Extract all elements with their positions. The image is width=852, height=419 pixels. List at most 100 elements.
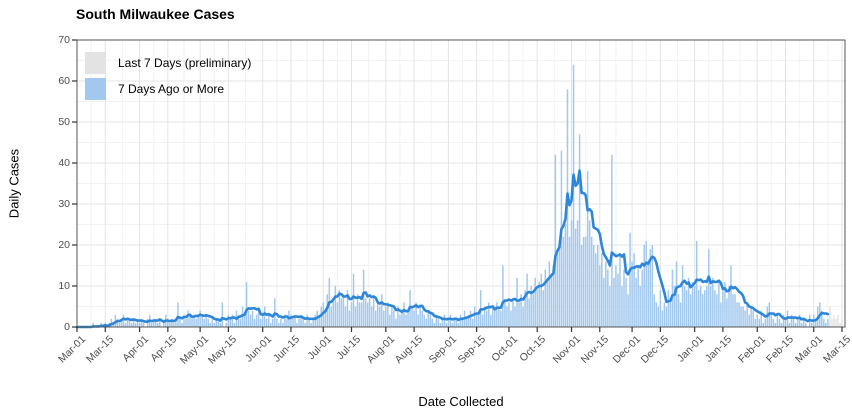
bar-confirmed <box>708 249 710 327</box>
bar-confirmed <box>364 298 367 327</box>
panel-border <box>76 39 846 328</box>
average-line <box>75 169 830 329</box>
bar-confirmed <box>401 310 403 327</box>
bar-confirmed <box>546 277 549 327</box>
bar-confirmed <box>296 322 298 327</box>
bar-confirmed <box>524 290 526 327</box>
bar-confirmed <box>415 302 417 327</box>
bar-confirmed <box>722 290 724 327</box>
bar-confirmed <box>122 314 125 327</box>
bar-confirmed <box>249 314 252 327</box>
bar-confirmed <box>181 322 183 327</box>
bar-confirmed <box>637 265 639 327</box>
bar-confirmed <box>778 318 781 327</box>
bar-confirmed <box>150 322 153 327</box>
bar-confirmed <box>340 298 343 327</box>
bar-confirmed <box>211 318 213 327</box>
bar-confirmed <box>703 290 706 327</box>
bar-confirmed <box>689 294 692 327</box>
bar-confirmed <box>697 290 700 327</box>
bar-confirmed <box>159 318 161 327</box>
bar-confirmed <box>615 265 617 327</box>
bar-confirmed <box>447 318 450 327</box>
bar-confirmed <box>629 232 631 327</box>
bar-confirmed <box>794 322 797 327</box>
bar-confirmed <box>490 314 492 327</box>
bar-confirmed <box>667 290 670 327</box>
bar-confirmed <box>770 314 773 327</box>
bar-confirmed <box>308 318 310 327</box>
bar-confirmed <box>233 322 236 327</box>
bar-confirmed <box>516 277 518 327</box>
bar-confirmed <box>221 302 224 327</box>
bar-confirmed <box>169 322 171 327</box>
bar-confirmed <box>798 314 801 327</box>
bar-confirmed <box>661 310 664 327</box>
bar-confirmed <box>534 277 536 327</box>
bar-confirmed <box>439 322 442 327</box>
bar-confirmed <box>175 318 177 327</box>
bar-confirmed <box>372 298 375 327</box>
bar-confirmed <box>568 236 571 327</box>
bar-confirmed <box>582 236 585 327</box>
bar-confirmed <box>231 314 234 327</box>
bar-confirmed <box>520 294 522 327</box>
bar-confirmed <box>397 306 399 327</box>
bar-confirmed <box>522 306 524 327</box>
bar-confirmed <box>391 306 393 327</box>
bar-confirmed <box>171 318 173 327</box>
bar-confirmed <box>261 314 264 327</box>
bar-confirmed <box>481 314 484 327</box>
bar-confirmed <box>712 277 714 327</box>
bar-confirmed <box>185 318 187 327</box>
bar-confirmed <box>720 302 722 327</box>
bar-confirmed <box>597 245 599 327</box>
bar-confirmed <box>504 302 506 327</box>
bar-confirmed <box>810 322 813 327</box>
bar-confirmed <box>312 318 314 327</box>
bar-confirmed <box>584 236 587 327</box>
bar-confirmed <box>496 302 498 327</box>
bar-confirmed <box>469 310 472 327</box>
bar-confirmed <box>167 318 169 327</box>
bar-confirmed <box>621 286 623 327</box>
bar-confirmed <box>435 314 438 327</box>
bar-confirmed <box>473 306 476 327</box>
bar-confirmed <box>300 314 302 327</box>
bar-confirmed <box>255 314 258 327</box>
bar-confirmed <box>282 322 284 327</box>
y-tick-label: 60 <box>58 74 70 87</box>
bar-confirmed <box>280 318 282 327</box>
bar-confirmed <box>564 224 567 327</box>
bar-confirmed <box>675 261 678 327</box>
bar-confirmed <box>821 310 823 327</box>
bar-preliminary <box>837 314 839 327</box>
bar-confirmed <box>475 314 478 327</box>
bar-confirmed <box>132 318 135 327</box>
bar-confirmed <box>502 265 504 327</box>
bar-confirmed <box>736 302 738 327</box>
bar-confirmed <box>225 322 228 327</box>
bar-confirmed <box>706 286 708 327</box>
bar-confirmed <box>451 322 454 327</box>
bar-confirmed <box>651 245 654 327</box>
bar-confirmed <box>762 322 765 327</box>
bar-confirmed <box>177 302 179 327</box>
bar-confirmed <box>649 249 651 327</box>
bar-confirmed <box>635 277 637 327</box>
bar-confirmed <box>669 298 672 327</box>
bar-confirmed <box>643 245 645 327</box>
bar-confirmed <box>554 154 557 327</box>
bar-confirmed <box>485 310 488 327</box>
bar-confirmed <box>379 306 381 327</box>
bar-confirmed <box>607 269 609 327</box>
bar-confirmed <box>514 306 516 327</box>
bar-confirmed <box>800 322 803 327</box>
bar-confirmed <box>691 281 694 327</box>
bar-confirmed <box>510 310 512 327</box>
bar-confirmed <box>730 265 732 327</box>
bar-confirmed <box>265 318 268 327</box>
bar-confirmed <box>471 318 474 327</box>
bar-confirmed <box>679 302 682 327</box>
bar-confirmed <box>663 302 666 327</box>
